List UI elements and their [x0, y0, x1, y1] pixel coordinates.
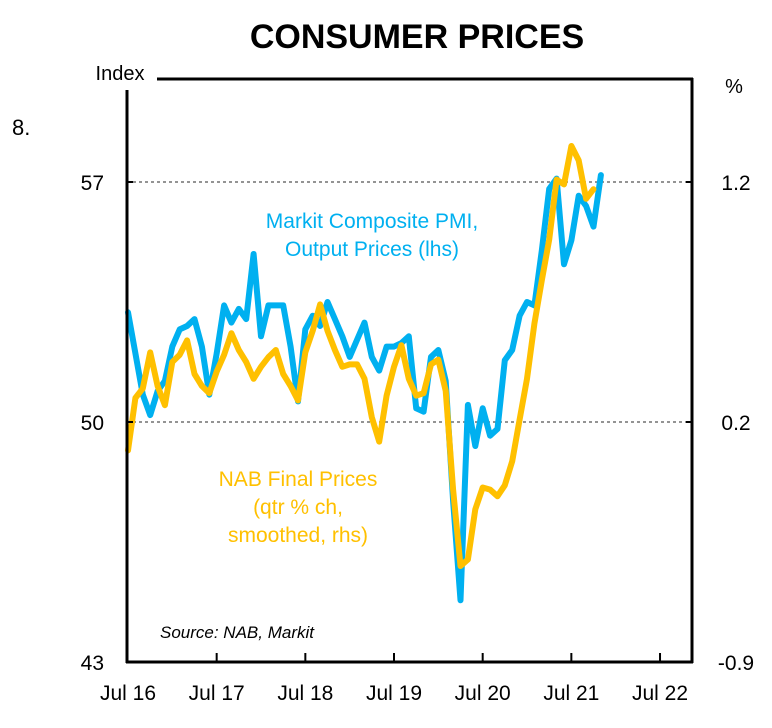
- left-tick-label: 43: [81, 652, 104, 675]
- x-tick-label: Jul 16: [100, 682, 156, 705]
- left-axis-ticks: 57 50 43: [81, 172, 133, 675]
- x-tick-label: Jul 18: [277, 682, 333, 705]
- pmi-series-label: Markit Composite PMI, Output Prices (lhs): [266, 210, 478, 261]
- nab-series-label: NAB Final Prices (qtr % ch, smoothed, rhs): [219, 468, 378, 547]
- x-tick-label: Jul 20: [455, 682, 511, 705]
- left-axis-unit-label: Index: [96, 63, 145, 85]
- page-number: 8.: [12, 115, 30, 140]
- x-tick-label: Jul 21: [543, 682, 599, 705]
- x-tick-label: Jul 22: [632, 682, 688, 705]
- series-label-line: Output Prices (lhs): [285, 238, 459, 261]
- right-axis-unit-label: %: [725, 76, 743, 98]
- right-tick-label: 1.2: [721, 172, 750, 195]
- right-axis-ticks: 1.2 0.2 -0.9: [686, 172, 754, 675]
- series-label-line: (qtr % ch,: [253, 496, 343, 519]
- series-line: [125, 143, 597, 569]
- source-note: Source: NAB, Markit: [160, 623, 315, 642]
- series-nab-final-prices: [125, 143, 597, 569]
- series-lines: [125, 143, 604, 604]
- left-tick-label: 57: [81, 172, 104, 195]
- series-label-line: NAB Final Prices: [219, 468, 378, 491]
- x-tick-label: Jul 19: [366, 682, 422, 705]
- plot-frame: [125, 77, 694, 664]
- right-tick-label: 0.2: [721, 412, 750, 435]
- x-tick-label: Jul 17: [189, 682, 245, 705]
- series-label-line: Markit Composite PMI,: [266, 210, 478, 233]
- series-label-line: smoothed, rhs): [228, 524, 368, 547]
- left-tick-label: 50: [81, 412, 104, 435]
- right-tick-label: -0.9: [718, 652, 754, 675]
- x-axis-ticks: Jul 16 Jul 17 Jul 18 Jul 19 Jul 20 Jul 21 Jul …: [100, 653, 688, 705]
- series-labels: Markit Composite PMI, Output Prices (lhs)…: [219, 210, 479, 547]
- chart-title: CONSUMER PRICES: [250, 18, 584, 56]
